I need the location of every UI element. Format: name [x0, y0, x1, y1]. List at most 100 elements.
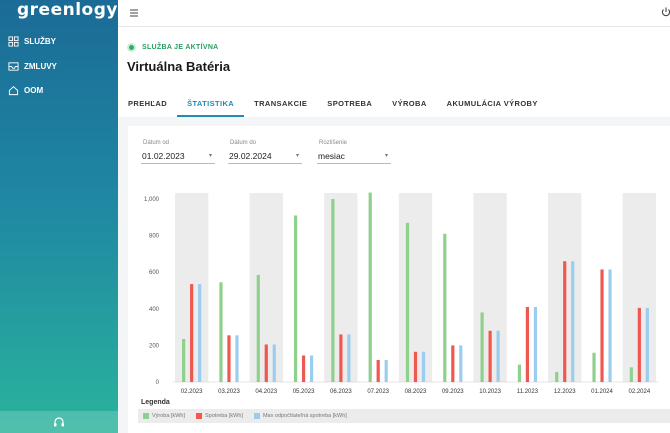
bar-2-0: [198, 284, 202, 382]
service-header: SLUŽBA JE AKTÍVNA Virtuálna Batéria PREH…: [118, 27, 670, 117]
bar-2-2: [272, 344, 276, 382]
x-tick-label: 11.2023: [517, 389, 539, 395]
legend-item-vyroba[interactable]: Výroba [kWh]: [143, 413, 185, 419]
bar-2-12: [645, 307, 649, 382]
tab-vyroba[interactable]: VÝROBA: [392, 99, 427, 108]
x-tick-label: 08.2023: [405, 389, 427, 395]
bar-0-8: [480, 312, 484, 382]
bar-1-9: [525, 306, 530, 382]
bar-2-1: [235, 335, 239, 382]
bar-0-9: [517, 364, 522, 382]
hamburger-menu-icon[interactable]: [128, 7, 140, 19]
bar-2-8: [496, 330, 500, 382]
x-tick-label: 01.2024: [591, 389, 613, 395]
bar-1-7: [451, 345, 455, 382]
legend-title: Legenda: [141, 399, 170, 406]
y-tick-label: 200: [149, 343, 160, 349]
x-tick-label: 07.2023: [367, 389, 389, 395]
x-tick-label: 05.2023: [293, 389, 315, 395]
legend-label: Výroba [kWh]: [152, 413, 186, 419]
bar-0-7: [443, 233, 447, 382]
bar-0-3: [293, 215, 298, 382]
bar-2-4: [347, 334, 351, 382]
sidebar: greenlogy SLUŽBY ZMLUVY OOM: [0, 0, 118, 433]
bar-2-5: [384, 360, 388, 382]
bar-1-3: [301, 355, 306, 382]
y-tick-label: 0: [156, 380, 160, 386]
grid-icon: [8, 35, 19, 47]
bar-0-6: [405, 222, 410, 382]
sidebar-item-label: SLUŽBY: [24, 36, 56, 46]
bar-2-3: [309, 355, 314, 382]
bar-1-1: [227, 335, 231, 382]
bar-0-11: [592, 352, 596, 382]
bar-1-10: [563, 261, 567, 382]
topbar: [118, 0, 670, 27]
legend-swatch: [196, 413, 203, 419]
home-icon: [8, 85, 19, 95]
x-tick-label: 10.2023: [479, 389, 501, 395]
chevron-down-icon: ▾: [295, 153, 299, 159]
tab-akumulacia-vyroby[interactable]: AKUMULÁCIA VÝROBY: [446, 99, 538, 108]
x-tick-label: 02.2024: [628, 389, 650, 395]
chevron-down-icon: ▾: [384, 153, 388, 159]
tab-transakcie[interactable]: TRANSAKCIE: [254, 99, 308, 108]
bar-0-5: [368, 192, 372, 382]
resolution-label: Rozlíšenie: [319, 140, 348, 146]
y-tick-label: 800: [149, 234, 160, 240]
bar-2-10: [571, 261, 575, 382]
statistics-card: Dátum od 01.02.2023 ▾ Dátum do 29.02.202…: [128, 126, 670, 433]
status-dot-icon: [129, 45, 134, 50]
bar-1-0: [190, 284, 194, 382]
x-tick-label: 02.2023: [181, 389, 203, 395]
status-text: SLUŽBA JE AKTÍVNA: [142, 44, 219, 51]
bar-1-5: [376, 360, 380, 382]
sidebar-item-zmluvy[interactable]: ZMLUVY: [8, 58, 112, 74]
power-icon[interactable]: [660, 6, 670, 18]
x-tick-label: 03.2023: [218, 389, 240, 395]
status-badge: SLUŽBA JE AKTÍVNA: [129, 44, 219, 51]
sidebar-item-label: OOM: [24, 85, 44, 95]
bar-1-4: [339, 334, 343, 382]
bar-2-6: [421, 351, 426, 382]
bar-0-10: [555, 371, 559, 382]
tab-statistika[interactable]: ŠTATISTIKA: [177, 90, 245, 117]
bar-0-12: [629, 367, 633, 382]
support-button[interactable]: [0, 411, 118, 433]
date-to-value: 29.02.2024: [229, 151, 272, 161]
bar-1-8: [488, 330, 492, 382]
date-to-label: Dátum do: [230, 140, 257, 146]
sidebar-item-sluzby[interactable]: SLUŽBY: [8, 33, 112, 49]
legend-swatch: [143, 413, 149, 419]
bar-chart: 0 200 400 600 800 1,000 02.2023 03.2023 04.2023 0…: [144, 192, 658, 395]
bar-1-6: [413, 351, 418, 382]
bar-0-2: [256, 274, 260, 382]
bar-0-0: [182, 338, 186, 382]
band-6: [398, 193, 433, 382]
date-from-field[interactable]: Dátum od 01.02.2023 ▾: [141, 140, 215, 164]
y-tick-label: 400: [149, 307, 160, 313]
bar-1-12: [637, 307, 641, 382]
bar-1-2: [264, 344, 268, 382]
x-tick-label: 12.2023: [554, 389, 576, 395]
legend-label: Spotreba [kWh]: [205, 413, 243, 419]
bar-2-7: [459, 345, 463, 382]
x-tick-label: 04.2023: [255, 389, 277, 395]
bar-2-9: [533, 306, 538, 382]
resolution-select[interactable]: Rozlíšenie mesiac ▾: [317, 140, 391, 164]
page-title: Virtuálna Batéria: [127, 59, 231, 74]
tab-bar: PREHĽAD ŠTATISTIKA TRANSAKCIE SPOTREBA V…: [118, 90, 548, 117]
legend-label: Max odpočítateľná spotreba [kWh]: [262, 413, 347, 419]
legend: Výroba [kWh] Spotreba [kWh] Max odpočíta…: [138, 409, 670, 423]
bar-1-11: [600, 269, 604, 382]
logo[interactable]: greenlogy: [17, 0, 118, 20]
sidebar-item-oom[interactable]: OOM: [8, 82, 112, 98]
inbox-icon: [8, 61, 19, 71]
date-to-field[interactable]: Dátum do 29.02.2024 ▾: [228, 140, 302, 164]
legend-item-max[interactable]: Max odpočítateľná spotreba [kWh]: [253, 413, 347, 419]
y-tick-label: 1,000: [144, 197, 160, 203]
tab-spotreba[interactable]: SPOTREBA: [327, 99, 373, 108]
tab-prehlad[interactable]: PREHĽAD: [128, 99, 168, 108]
legend-item-spotreba[interactable]: Spotreba [kWh]: [196, 413, 243, 419]
date-from-value: 01.02.2023: [142, 151, 185, 161]
